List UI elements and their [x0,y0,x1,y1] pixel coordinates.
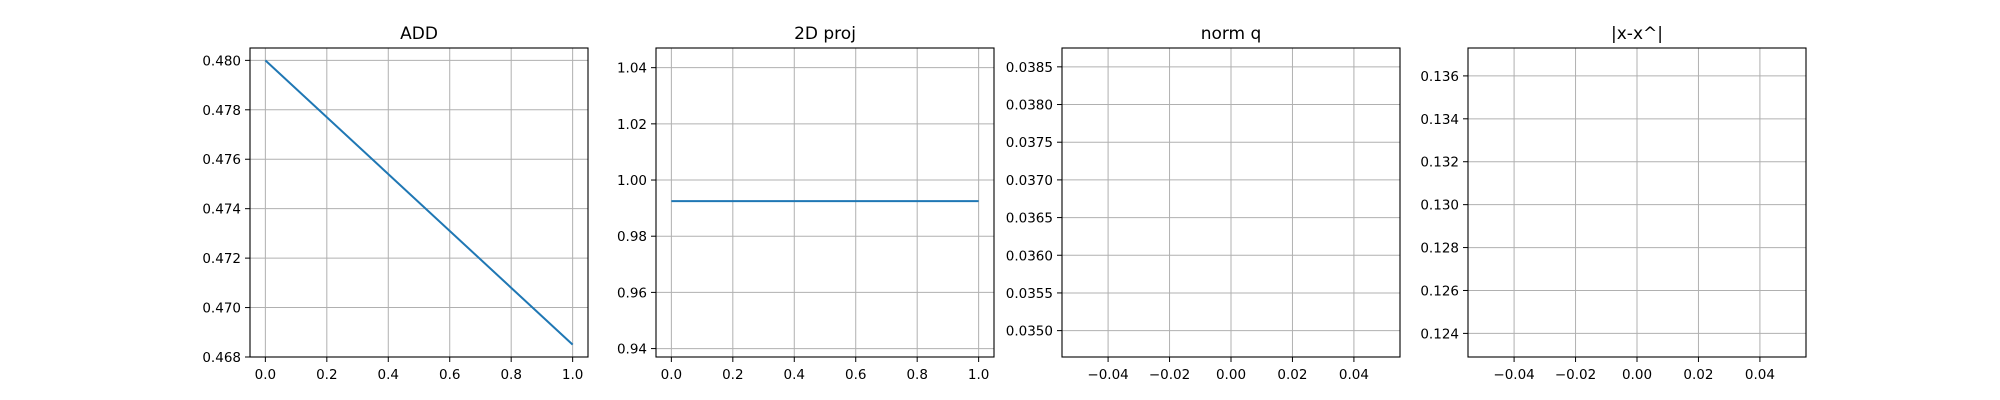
y-tick-label: 0.136 [1420,69,1459,85]
x-tick-label: 0.0 [661,367,682,383]
ticks: 0.0 0.2 0.4 0.6 0.8 1.0 0.468 0.470 0.472 0.474 0.… [202,53,583,383]
ticks: −0.04 −0.02 0.00 0.02 0.04 0.0350 0.0355 0.0360… [1006,60,1369,383]
grid [1062,48,1400,357]
x-tick-label: 0.00 [1216,367,1246,383]
ticks: −0.04 −0.02 0.00 0.02 0.04 0.124 0.126 0.128 0.1… [1420,69,1775,383]
x-tick-label: −0.04 [1493,367,1534,383]
x-tick-label: 0.4 [378,367,399,383]
x-tick-label: 0.2 [722,367,743,383]
x-tick-label: 0.8 [500,367,521,383]
y-tick-label: 0.134 [1420,112,1459,128]
x-tick-label: 0.02 [1277,367,1307,383]
subplot-title: 2D proj [794,24,856,44]
axes-frame [1467,47,1807,358]
y-tick-label: 0.480 [202,53,241,69]
x-tick-label: −0.02 [1149,367,1190,383]
x-tick-label: −0.02 [1555,367,1596,383]
y-tick-label: 0.94 [617,342,647,358]
y-tick-label: 0.0370 [1006,173,1053,189]
y-tick-label: 0.96 [617,285,647,301]
subplot-add: ADD 0.0 0.2 0.4 0.6 0.8 1.0 0.468 0.470 0.472 0.4… [202,24,589,383]
ticks: 0.0 0.2 0.4 0.6 0.8 1.0 0.94 0.96 0.98 1.00 1.02 1.… [617,61,989,383]
y-tick-label: 0.126 [1420,283,1459,299]
y-tick-label: 0.0355 [1006,286,1053,302]
y-tick-label: 1.00 [617,173,647,189]
x-tick-label: 0.2 [316,367,337,383]
y-tick-label: 0.476 [202,152,241,168]
subplot-title: |x-x^| [1611,24,1663,44]
grid [250,48,588,358]
y-tick-label: 0.472 [202,251,241,267]
y-tick-label: 0.128 [1420,241,1459,257]
x-tick-label: 0.6 [845,367,866,383]
subplot-norm-q: norm q −0.04 −0.02 0.00 0.02 0.04 0.0350 0.035… [1006,24,1401,383]
axes-frame [1061,47,1401,358]
subplot-title: ADD [400,24,438,44]
subplot-abs-error: |x-x^| −0.04 −0.02 0.00 0.02 0.04 0.124 0.126 0… [1420,24,1807,383]
y-tick-label: 0.0385 [1006,60,1053,76]
y-tick-label: 0.478 [202,103,241,119]
x-tick-label: 0.6 [439,367,460,383]
y-tick-label: 0.0350 [1006,324,1053,340]
x-tick-label: 0.04 [1339,367,1369,383]
y-tick-label: 0.130 [1420,198,1459,214]
x-tick-label: 0.0 [255,367,276,383]
x-tick-label: 1.0 [968,367,989,383]
axes-frame [655,47,995,358]
x-tick-label: 0.8 [906,367,927,383]
y-tick-label: 1.02 [617,117,647,133]
grid [1468,48,1806,357]
subplot-2d-proj: 2D proj 0.0 0.2 0.4 0.6 0.8 1.0 0.94 0.96 0.98 1.… [617,24,995,383]
y-tick-label: 0.0380 [1006,98,1053,114]
y-tick-label: 0.468 [202,350,241,366]
y-tick-label: 0.0365 [1006,211,1053,227]
x-tick-label: 1.0 [562,367,583,383]
axes-frame [249,47,589,358]
x-tick-label: 0.00 [1622,367,1652,383]
subplot-title: norm q [1201,24,1262,44]
y-tick-label: 0.98 [617,229,647,245]
y-tick-label: 0.0375 [1006,135,1053,151]
series-line [264,59,574,346]
y-tick-label: 1.04 [617,61,647,77]
y-tick-label: 0.0360 [1006,248,1053,264]
x-tick-label: 0.4 [784,367,805,383]
x-tick-label: 0.02 [1683,367,1713,383]
y-tick-label: 0.470 [202,301,241,317]
y-tick-label: 0.124 [1420,326,1459,342]
y-tick-label: 0.132 [1420,155,1459,171]
y-tick-label: 0.474 [202,202,241,218]
x-tick-label: 0.04 [1745,367,1775,383]
x-tick-label: −0.04 [1087,367,1128,383]
grid [656,48,994,357]
